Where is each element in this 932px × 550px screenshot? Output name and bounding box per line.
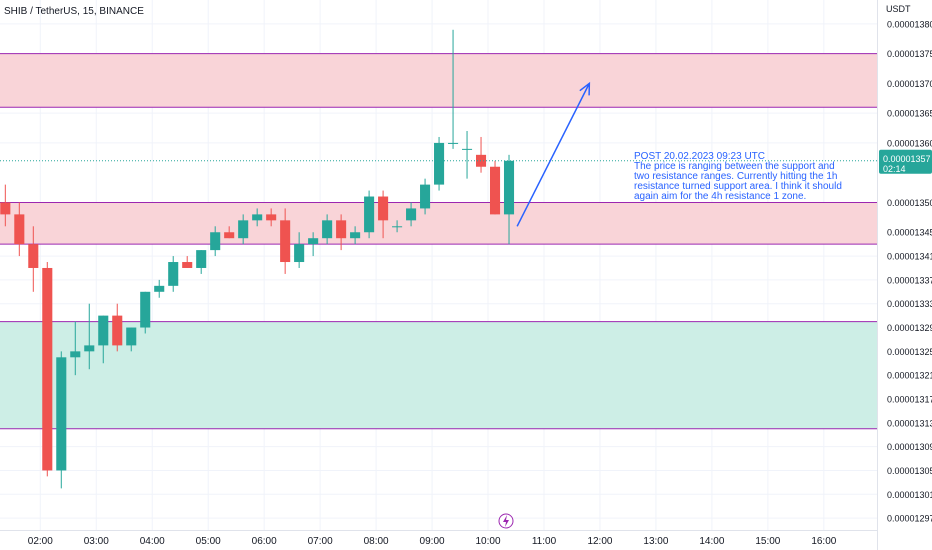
candle-up	[350, 232, 361, 239]
candle-down	[280, 220, 291, 263]
x-tick-label: 13:00	[643, 536, 668, 547]
candle-down	[112, 315, 123, 346]
candle-down	[224, 232, 235, 239]
y-tick-label: 0.00001325	[887, 347, 932, 357]
candle-up	[406, 208, 417, 221]
y-tick-label: 0.00001317	[887, 394, 932, 404]
current-price-value: 0.00001357	[883, 154, 931, 164]
candle-down	[28, 244, 39, 268]
x-tick-label: 08:00	[364, 536, 389, 547]
candle-up	[210, 232, 221, 251]
y-tick-label: 0.00001309	[887, 442, 932, 452]
resistance-zone	[0, 53, 877, 108]
candle-up	[294, 244, 305, 263]
y-tick-label: 0.00001329	[887, 323, 932, 333]
x-tick-label: 14:00	[699, 536, 724, 547]
x-tick-label: 02:00	[28, 536, 53, 547]
y-tick-label: 0.00001301	[887, 490, 932, 500]
support-zone	[0, 321, 877, 429]
y-tick-label: 0.00001345	[887, 228, 932, 238]
candle-up	[448, 142, 459, 144]
candle-down	[336, 220, 347, 239]
candle-up	[364, 196, 375, 233]
y-tick-label: 0.00001297	[887, 514, 932, 524]
candle-down	[475, 154, 487, 167]
projection-arrow-line	[516, 83, 591, 227]
y-tick-label: 0.00001365	[887, 109, 932, 119]
candle-up	[503, 160, 515, 215]
candle-up	[434, 142, 445, 185]
x-tick-label: 03:00	[84, 536, 109, 547]
x-tick-label: 06:00	[252, 536, 277, 547]
candle-down	[0, 202, 11, 215]
time-axis-panel	[0, 530, 877, 550]
candle-down	[266, 214, 277, 221]
x-tick-label: 05:00	[196, 536, 221, 547]
price-axis-panel	[877, 0, 932, 550]
y-tick-label: 0.00001350	[887, 198, 932, 208]
candles	[0, 29, 515, 489]
y-tick-label: 0.00001380	[887, 19, 932, 29]
lightning-icon-bolt	[503, 515, 509, 527]
candle-countdown: 02:14	[883, 164, 906, 174]
overlay	[0, 81, 877, 529]
candle-up	[126, 327, 137, 346]
candle-up	[196, 250, 207, 268]
y-tick-label: 0.00001321	[887, 371, 932, 381]
candle-up	[462, 148, 473, 150]
current-price-badge-bg	[879, 149, 932, 174]
candle-up	[140, 291, 151, 328]
candle-up	[70, 351, 81, 358]
candle-down	[489, 166, 501, 215]
trade-note-body: The price is ranging between the support…	[634, 161, 842, 202]
candle-up	[308, 238, 319, 245]
y-tick-label: 0.00001337	[887, 275, 932, 285]
trade-note: POST 20.02.2023 09:23 UTC The price is r…	[634, 152, 849, 202]
x-tick-label: 09:00	[420, 536, 445, 547]
x-tick-label: 11:00	[532, 536, 557, 547]
y-tick-label: 0.00001333	[887, 299, 932, 309]
resistance-zone	[0, 202, 877, 245]
candle-up	[56, 357, 67, 471]
candle-up	[84, 345, 95, 352]
candle-up	[154, 285, 165, 292]
candle-up	[252, 214, 263, 221]
price-zones	[0, 53, 877, 430]
candle-down	[42, 267, 53, 471]
candle-down	[182, 262, 193, 268]
y-tick-label: 0.00001305	[887, 466, 932, 476]
y-tick-label: 0.00001341	[887, 252, 932, 262]
candle-up	[168, 262, 179, 286]
y-tick-label: 0.00001370	[887, 79, 932, 89]
x-tick-label: 04:00	[140, 536, 165, 547]
projection-arrow-head	[579, 81, 591, 96]
x-tick-label: 15:00	[755, 536, 780, 547]
candle-up	[238, 220, 249, 239]
x-tick-label: 10:00	[476, 536, 501, 547]
candle-down	[378, 196, 389, 221]
candle-up	[392, 226, 403, 228]
lightning-icon	[498, 513, 514, 529]
x-tick-label: 07:00	[308, 536, 333, 547]
trade-note-date: POST 20.02.2023 09:23 UTC	[634, 151, 766, 162]
currency-unit: USDT	[886, 4, 911, 14]
candle-up	[420, 184, 431, 209]
y-tick-label: 0.00001375	[887, 49, 932, 59]
y-tick-label: 0.00001360	[887, 138, 932, 148]
candle-up	[98, 315, 109, 346]
symbol-title: SHIB / TetherUS, 15, BINANCE	[4, 6, 144, 17]
y-tick-label: 0.00001313	[887, 418, 932, 428]
x-tick-label: 12:00	[587, 536, 612, 547]
candle-down	[14, 214, 25, 245]
x-tick-label: 16:00	[811, 536, 836, 547]
candle-up	[322, 220, 333, 239]
